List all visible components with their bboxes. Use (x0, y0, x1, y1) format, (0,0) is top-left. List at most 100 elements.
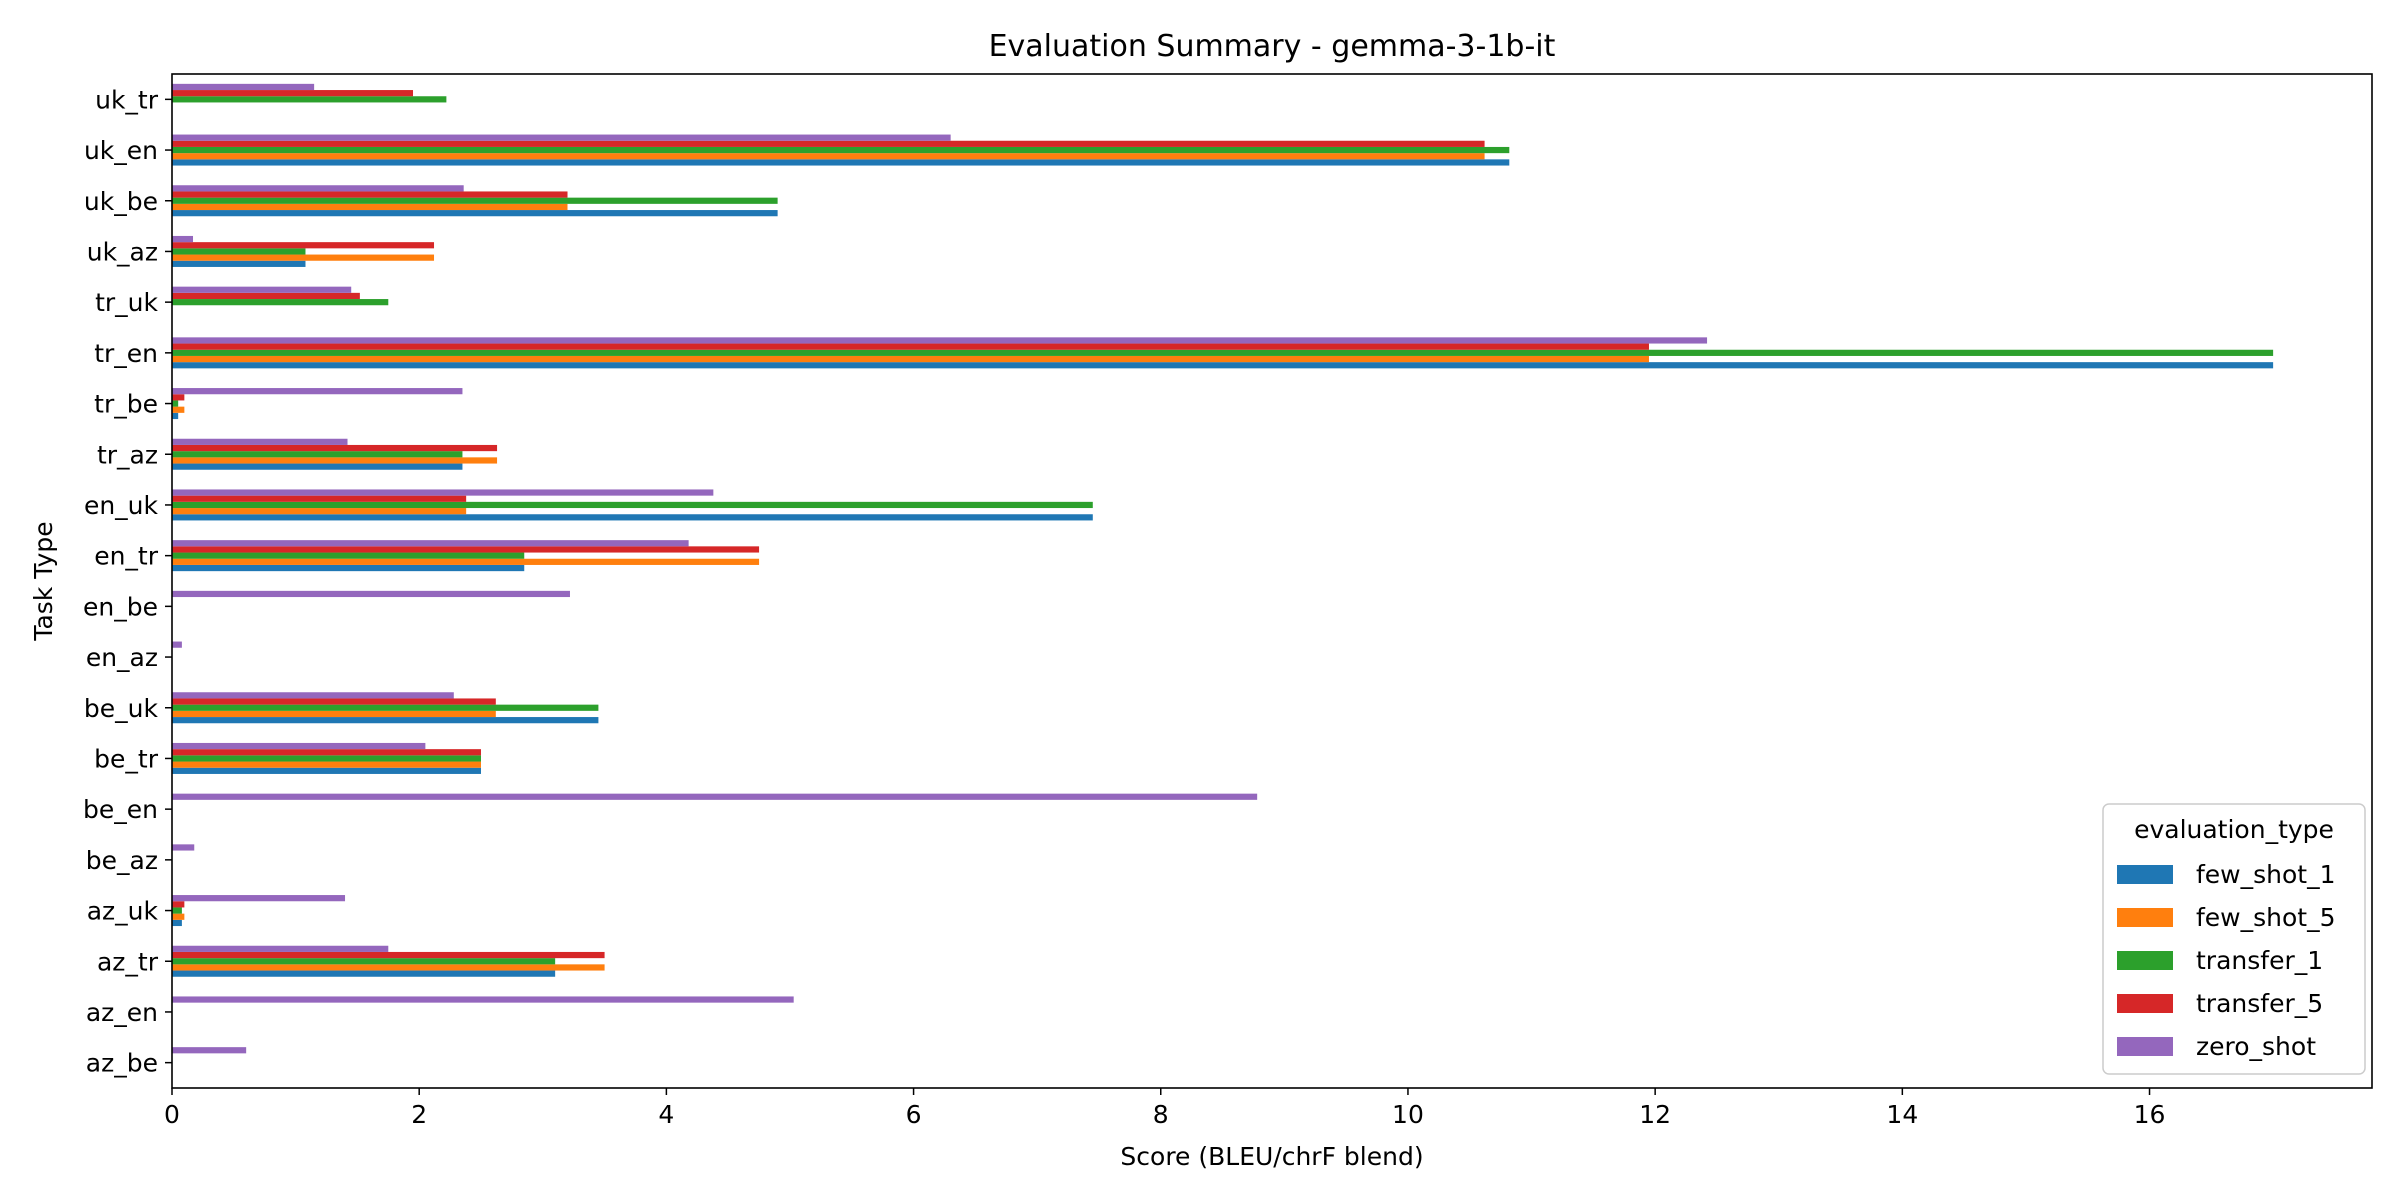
bar-zero_shot-uk_be (172, 185, 464, 192)
bar-few_shot_5-be_tr (172, 761, 481, 768)
x-tick-label-6: 6 (906, 1100, 922, 1129)
bar-few_shot_1-az_tr (172, 970, 556, 977)
bar-few_shot_5-uk_en (172, 153, 1485, 160)
y-tick-label-en_be: en_be (83, 592, 158, 621)
bar-zero_shot-be_az (172, 844, 195, 851)
y-tick-label-az_tr: az_tr (97, 947, 159, 976)
bar-transfer_5-uk_en (172, 140, 1485, 147)
bar-transfer_1-uk_en (172, 146, 1510, 154)
legend-swatch-zero_shot (2117, 1037, 2173, 1056)
bar-few_shot_1-uk_en (172, 159, 1510, 166)
legend: evaluation_type few_shot_1 few_shot_5tran… (2102, 803, 2366, 1075)
y-tick-label-uk_tr: uk_tr (95, 85, 159, 114)
bar-transfer_5-tr_az (172, 444, 498, 452)
legend-label-transfer_1: transfer_1 (2196, 946, 2323, 975)
bar-zero_shot-tr_uk (172, 286, 352, 293)
bar-transfer_5-tr_uk (172, 292, 360, 300)
bar-transfer_1-en_uk (172, 501, 1093, 509)
legend-label-few_shot_5: few_shot_5 (2196, 903, 2336, 932)
bar-few_shot_1-tr_en (172, 362, 2274, 369)
bar-transfer_1-uk_be (172, 197, 778, 204)
bar-transfer_5-uk_tr (172, 90, 414, 97)
y-tick-label-be_az: be_az (86, 846, 158, 875)
bar-transfer_1-be_uk (172, 704, 599, 711)
bar-few_shot_5-tr_az (172, 457, 498, 464)
y-tick-label-tr_uk: tr_uk (95, 288, 158, 317)
y-tick-label-az_be: az_be (86, 1049, 158, 1078)
bar-few_shot_1-tr_az (172, 463, 463, 470)
y-tick-label-az_en: az_en (86, 998, 158, 1027)
bar-few_shot_1-tr_be (172, 412, 179, 420)
y-tick-label-az_uk: az_uk (87, 897, 159, 926)
bar-few_shot_5-az_tr (172, 964, 605, 971)
legend-items: few_shot_1 few_shot_5 transfer_1 transfer_5… (2117, 860, 2336, 1061)
y-tick-label-be_en: be_en (83, 795, 158, 824)
plot-frame (171, 73, 2373, 1089)
bar-few_shot_5-uk_be (172, 203, 568, 211)
x-tick-label-12: 12 (1639, 1100, 1671, 1129)
x-tick-label-16: 16 (2134, 1100, 2166, 1129)
bar-transfer_1-tr_az (172, 451, 463, 458)
legend-swatch-few_shot_1 (2117, 865, 2173, 884)
bar-few_shot_1-uk_az (172, 260, 306, 267)
bar-few_shot_5-az_uk (172, 913, 185, 920)
bar-transfer_5-uk_az (172, 242, 435, 249)
bar-transfer_1-tr_en (172, 349, 2274, 356)
y-tick-label-uk_en: uk_en (84, 136, 158, 165)
x-tick-label-14: 14 (1886, 1100, 1918, 1129)
bar-transfer_1-en_tr (172, 552, 525, 559)
chart-title: Evaluation Summary - gemma-3-1b-it (989, 29, 1556, 64)
bar-transfer_5-uk_be (172, 191, 568, 198)
y-tick-label-be_tr: be_tr (94, 744, 159, 773)
bar-zero_shot-en_az (172, 641, 182, 648)
y-tick-label-be_uk: be_uk (84, 694, 159, 723)
bar-transfer_1-tr_uk (172, 299, 389, 306)
bar-zero_shot-az_en (172, 996, 794, 1003)
legend-title: evaluation_type (2134, 815, 2334, 844)
y-tick-label-en_tr: en_tr (94, 542, 159, 571)
y-tick-label-uk_az: uk_az (87, 237, 158, 266)
bar-transfer_5-tr_en (172, 343, 1649, 350)
legend-swatch-transfer_5 (2117, 994, 2173, 1013)
bar-transfer_5-az_uk (172, 901, 185, 908)
legend-label-few_shot_1: few_shot_1 (2196, 860, 2336, 889)
bar-few_shot_5-tr_be (172, 406, 185, 413)
bar-zero_shot-be_uk (172, 692, 454, 699)
legend-label-transfer_5: transfer_5 (2196, 989, 2323, 1018)
bar-transfer_5-en_uk (172, 495, 467, 502)
bar-few_shot_1-be_uk (172, 717, 599, 724)
bar-zero_shot-uk_tr (172, 83, 315, 91)
bar-transfer_1-tr_be (172, 400, 179, 407)
legend-label-zero_shot: zero_shot (2196, 1032, 2316, 1061)
x-tick-label-10: 10 (1392, 1100, 1424, 1129)
x-tick-label-0: 0 (164, 1100, 180, 1129)
bar-zero_shot-tr_az (172, 438, 348, 445)
bar-few_shot_1-uk_be (172, 210, 778, 217)
x-axis-label: Score (BLEU/chrF blend) (1120, 1142, 1423, 1171)
bar-few_shot_5-tr_en (172, 355, 1649, 363)
bar-zero_shot-tr_be (172, 388, 463, 395)
legend-swatch-transfer_1 (2117, 951, 2173, 970)
bar-transfer_1-uk_az (172, 248, 306, 255)
bar-zero_shot-tr_en (172, 337, 1708, 344)
bar-few_shot_5-uk_az (172, 254, 435, 261)
bar-zero_shot-en_uk (172, 489, 714, 496)
legend-swatch-few_shot_5 (2117, 908, 2173, 927)
bar-zero_shot-en_tr (172, 540, 689, 547)
bar-transfer_5-en_tr (172, 546, 760, 553)
bar-few_shot_1-en_tr (172, 564, 525, 572)
bars-layer (172, 83, 2274, 1054)
bar-transfer_5-tr_be (172, 394, 185, 401)
bar-transfer_5-az_tr (172, 951, 605, 959)
bar-few_shot_1-be_tr (172, 767, 481, 774)
bar-zero_shot-en_be (172, 590, 570, 598)
ticks-layer: az_be az_en az_tr az_uk be_az be_en be_tr be_uk… (83, 85, 2165, 1129)
bar-zero_shot-az_be (172, 1047, 247, 1054)
bar-transfer_1-az_tr (172, 958, 556, 965)
bar-zero_shot-uk_en (172, 134, 951, 141)
bar-few_shot_5-en_tr (172, 558, 760, 565)
bar-zero_shot-uk_az (172, 235, 194, 243)
bar-zero_shot-be_tr (172, 742, 426, 750)
